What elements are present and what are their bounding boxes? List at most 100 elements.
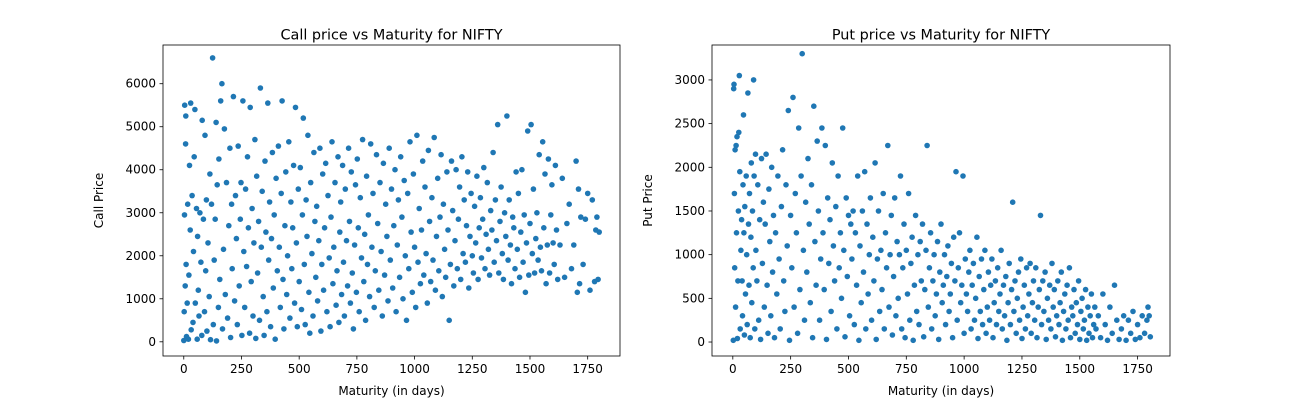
scatter-point bbox=[827, 216, 833, 223]
scatter-point bbox=[1043, 336, 1049, 343]
scatter-point bbox=[223, 179, 230, 186]
scatter-point bbox=[503, 233, 509, 240]
scatter-point bbox=[972, 295, 979, 302]
scatter-point bbox=[275, 143, 282, 149]
scatter-point bbox=[353, 289, 360, 296]
scatter-point bbox=[934, 238, 941, 245]
scatter-point bbox=[194, 336, 200, 343]
scatter-point bbox=[183, 261, 189, 268]
scatter-point bbox=[891, 195, 898, 201]
scatter-point bbox=[736, 72, 743, 79]
scatter-point bbox=[1083, 337, 1090, 344]
scatter-point bbox=[290, 162, 297, 169]
put-x-axis-label: Maturity (in days) bbox=[888, 384, 994, 398]
scatter-point bbox=[273, 175, 279, 182]
scatter-point bbox=[782, 308, 788, 315]
scatter-point bbox=[494, 121, 501, 128]
scatter-point bbox=[841, 247, 847, 254]
call-x-axis-label: Maturity (in days) bbox=[338, 384, 444, 398]
scatter-point bbox=[772, 230, 779, 236]
scatter-point bbox=[962, 256, 969, 262]
scatter-point bbox=[313, 203, 320, 210]
scatter-point bbox=[329, 139, 335, 145]
scatter-point bbox=[369, 244, 375, 250]
scatter-point bbox=[411, 244, 418, 250]
scatter-point bbox=[808, 182, 815, 188]
scatter-point bbox=[306, 289, 312, 296]
scatter-point bbox=[885, 142, 891, 149]
scatter-point bbox=[421, 272, 427, 278]
scatter-point bbox=[762, 221, 768, 227]
scatter-point bbox=[524, 128, 531, 134]
scatter-point bbox=[466, 285, 472, 291]
scatter-point bbox=[521, 212, 527, 218]
scatter-point bbox=[868, 317, 875, 324]
scatter-point bbox=[952, 278, 958, 284]
scatter-point bbox=[755, 182, 761, 188]
x-tick-label: 0 bbox=[729, 362, 737, 376]
scatter-point bbox=[215, 304, 222, 311]
scatter-point bbox=[216, 156, 222, 162]
scatter-point bbox=[379, 313, 386, 319]
scatter-point bbox=[830, 243, 837, 249]
scatter-point bbox=[1003, 273, 1009, 280]
scatter-point bbox=[258, 244, 265, 250]
scatter-point bbox=[811, 103, 817, 109]
scatter-point bbox=[836, 265, 842, 271]
scatter-point bbox=[241, 248, 247, 255]
y-tick-label: 3000 bbox=[125, 206, 156, 220]
scatter-point bbox=[1100, 291, 1106, 297]
call-chart-title: Call price vs Maturity for NIFTY bbox=[280, 28, 502, 44]
scatter-point bbox=[584, 190, 591, 197]
scatter-point bbox=[766, 186, 772, 192]
scatter-point bbox=[1023, 265, 1030, 271]
scatter-point bbox=[181, 102, 188, 108]
scatter-point bbox=[242, 186, 249, 192]
scatter-point bbox=[262, 158, 268, 164]
scatter-point bbox=[759, 260, 766, 267]
scatter-point bbox=[213, 338, 220, 344]
scatter-point bbox=[807, 299, 814, 306]
x-tick-label: 1500 bbox=[515, 362, 546, 376]
scatter-point bbox=[184, 201, 191, 207]
scatter-point bbox=[474, 173, 480, 179]
scatter-point bbox=[279, 98, 285, 104]
scatter-point bbox=[401, 177, 408, 184]
scatter-point bbox=[1125, 317, 1132, 324]
scatter-point bbox=[741, 230, 747, 236]
scatter-point bbox=[408, 229, 414, 235]
scatter-point bbox=[749, 208, 756, 214]
scatter-point bbox=[535, 257, 541, 263]
scatter-point bbox=[286, 139, 292, 145]
scatter-point bbox=[241, 304, 248, 311]
scatter-point bbox=[990, 334, 996, 341]
scatter-point bbox=[227, 334, 234, 341]
y-tick-label: 6000 bbox=[125, 77, 156, 91]
scatter-point bbox=[461, 197, 468, 203]
x-tick-label: 1250 bbox=[457, 362, 488, 376]
scatter-point bbox=[181, 337, 187, 344]
scatter-point bbox=[359, 136, 366, 143]
scatter-point bbox=[430, 257, 436, 263]
scatter-point bbox=[391, 222, 397, 229]
scatter-point bbox=[265, 257, 272, 263]
scatter-point bbox=[896, 251, 903, 258]
scatter-point bbox=[339, 162, 346, 169]
scatter-point bbox=[335, 154, 341, 160]
scatter-point bbox=[220, 246, 227, 253]
scatter-point bbox=[321, 225, 328, 231]
x-tick-label: 750 bbox=[895, 362, 918, 376]
scatter-point bbox=[880, 190, 886, 197]
scatter-point bbox=[361, 278, 367, 285]
scatter-point bbox=[938, 221, 944, 227]
scatter-point bbox=[985, 269, 992, 275]
scatter-point bbox=[737, 326, 743, 332]
scatter-point bbox=[351, 242, 358, 248]
scatter-point bbox=[997, 291, 1003, 297]
scatter-point bbox=[1029, 299, 1036, 306]
scatter-point bbox=[909, 234, 915, 240]
scatter-point bbox=[786, 337, 793, 344]
scatter-point bbox=[318, 328, 324, 334]
scatter-point bbox=[960, 173, 966, 179]
